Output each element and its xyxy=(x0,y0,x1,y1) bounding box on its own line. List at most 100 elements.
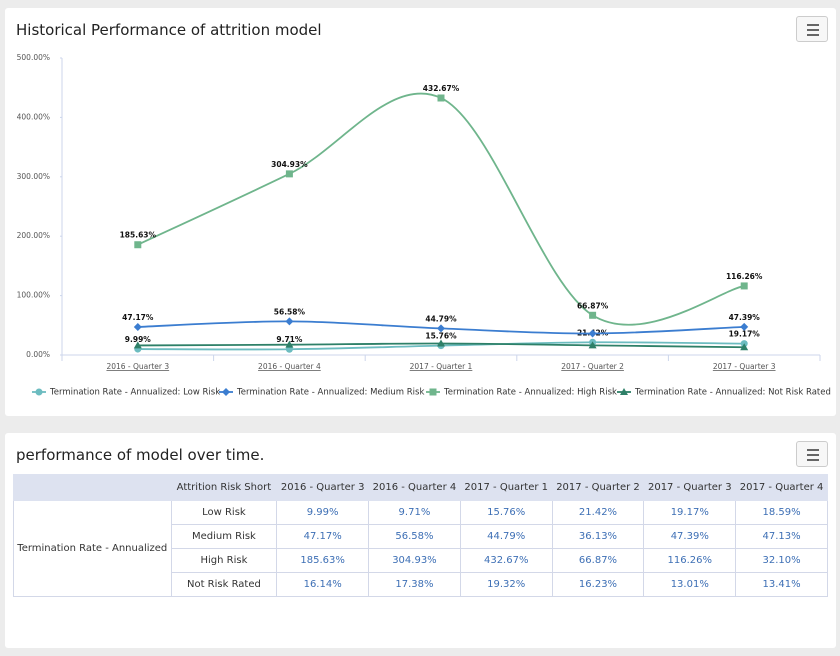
y-tick-label: 300.00% xyxy=(17,172,50,181)
legend-label: Termination Rate - Annualized: High Risk xyxy=(443,388,617,398)
marker xyxy=(133,341,142,349)
table-row: Not Risk Rated 16.14% 17.38% 19.32% 16.23% 13… xyxy=(14,572,828,597)
marker xyxy=(437,324,445,333)
data-label: 56.58% xyxy=(274,307,306,316)
value-cell: 116.26% xyxy=(643,548,737,573)
value-cell: 16.14% xyxy=(276,572,370,597)
marker xyxy=(437,339,445,347)
marker xyxy=(437,94,445,102)
marker xyxy=(134,241,142,249)
legend-marker xyxy=(35,388,43,396)
marker xyxy=(740,282,748,290)
table-row: High Risk 185.63% 304.93% 432.67% 66.87% 116.… xyxy=(14,548,828,573)
marker xyxy=(588,329,597,338)
data-label: 47.39% xyxy=(729,313,761,322)
header-cell: 2016 - Quarter 3 xyxy=(276,474,370,501)
value-cell: 36.13% xyxy=(551,524,645,549)
legend-item[interactable]: Termination Rate - Annualized: High Risk xyxy=(426,388,617,398)
marker xyxy=(285,340,294,348)
x-tick-label: 2016 - Quarter 3 xyxy=(106,362,169,371)
value-cell: 32.10% xyxy=(735,548,828,573)
data-label: 185.63% xyxy=(120,231,157,240)
row-label: Medium Risk xyxy=(170,524,278,549)
x-tick-label: 2017 - Quarter 3 xyxy=(713,362,776,371)
value-cell: 47.17% xyxy=(276,524,370,549)
value-cell: 17.38% xyxy=(368,572,461,597)
y-tick-label: 100.00% xyxy=(17,291,50,300)
legend-item[interactable]: Termination Rate - Annualized: Not Risk … xyxy=(617,388,831,398)
value-cell: 9.99% xyxy=(276,500,370,525)
value-cell: 44.79% xyxy=(459,524,553,549)
data-label: 15.76% xyxy=(425,332,457,341)
marker xyxy=(285,170,293,178)
value-cell: 66.87% xyxy=(551,548,645,573)
marker xyxy=(133,322,142,331)
header-cell: 2017 - Quarter 4 xyxy=(735,474,828,501)
legend-label: Termination Rate - Annualized: Medium Ri… xyxy=(236,388,424,398)
header-row: Attrition Risk Short 2016 - Quarter 3 2016… xyxy=(13,474,828,501)
legend-marker xyxy=(429,388,437,396)
row-group-cell: Termination Rate - Annualized xyxy=(13,500,172,597)
value-cell: 13.41% xyxy=(735,572,828,597)
legend-item[interactable]: Termination Rate - Annualized: Medium Ri… xyxy=(219,388,424,398)
data-label: 19.17% xyxy=(729,330,761,339)
value-cell: 432.67% xyxy=(459,548,553,573)
chart-title: Historical Performance of attrition mode… xyxy=(16,21,322,39)
row-label: Low Risk xyxy=(170,500,278,525)
y-tick-label: 400.00% xyxy=(17,112,50,121)
value-cell: 56.58% xyxy=(368,524,461,549)
header-cell: Attrition Risk Short xyxy=(170,474,278,501)
data-label: 44.79% xyxy=(425,314,457,323)
row-label: High Risk xyxy=(170,548,278,573)
value-cell: 21.42% xyxy=(551,500,645,525)
legend-marker xyxy=(620,388,628,395)
series-line xyxy=(137,92,745,326)
data-table: Attrition Risk Short 2016 - Quarter 3 2016… xyxy=(13,474,828,597)
legend-label: Termination Rate - Annualized: Low Risk xyxy=(49,388,220,398)
data-label: 47.17% xyxy=(122,313,154,322)
data-label: 9.99% xyxy=(125,335,152,344)
table-panel: performance of model over time. Attritio… xyxy=(5,433,836,648)
legend-label: Termination Rate - Annualized: Not Risk … xyxy=(634,388,831,398)
data-label: 9.71% xyxy=(276,335,303,344)
header-cell: 2016 - Quarter 4 xyxy=(368,474,461,501)
value-cell: 185.63% xyxy=(276,548,370,573)
value-cell: 19.17% xyxy=(643,500,737,525)
header-cell: 2017 - Quarter 2 xyxy=(551,474,645,501)
marker xyxy=(588,341,597,349)
chart-panel: Historical Performance of attrition mode… xyxy=(5,8,836,416)
row-label: Not Risk Rated xyxy=(170,572,278,597)
table-row: Termination Rate - Annualized Low Risk 9.9… xyxy=(13,500,828,597)
data-label: 66.87% xyxy=(577,301,609,310)
menu-button[interactable] xyxy=(796,16,828,42)
x-tick-label: 2016 - Quarter 4 xyxy=(258,362,321,371)
data-label: 432.67% xyxy=(423,84,460,93)
value-cell: 15.76% xyxy=(459,500,553,525)
value-cell: 47.13% xyxy=(735,524,828,549)
table-title: performance of model over time. xyxy=(16,446,265,464)
value-cell: 19.32% xyxy=(459,572,553,597)
y-tick-label: 200.00% xyxy=(17,231,50,240)
value-cell: 16.23% xyxy=(551,572,645,597)
marker xyxy=(740,343,749,351)
data-label: 116.26% xyxy=(726,272,763,281)
y-tick-label: 500.00% xyxy=(17,53,50,62)
header-cell xyxy=(13,474,172,501)
table-row: Medium Risk 47.17% 56.58% 44.79% 36.13% 47.39… xyxy=(14,524,828,549)
x-tick-label: 2017 - Quarter 2 xyxy=(561,362,624,371)
header-cell: 2017 - Quarter 1 xyxy=(459,474,553,501)
value-cell: 18.59% xyxy=(735,500,828,525)
value-cell: 13.01% xyxy=(643,572,737,597)
y-tick-label: 0.00% xyxy=(26,350,50,359)
value-cell: 47.39% xyxy=(643,524,737,549)
chart: 0.00% 100.00% 200.00% 300.00% 400.00% 500.00%… xyxy=(17,53,831,398)
data-label: 304.93% xyxy=(271,160,308,169)
value-cell: 9.71% xyxy=(368,500,461,525)
legend-item[interactable]: Termination Rate - Annualized: Low Risk xyxy=(32,388,220,398)
header-cell: 2017 - Quarter 3 xyxy=(643,474,737,501)
legend-marker xyxy=(222,388,230,396)
value-cell: 304.93% xyxy=(368,548,461,573)
marker xyxy=(285,317,294,326)
menu-button[interactable] xyxy=(796,441,828,467)
